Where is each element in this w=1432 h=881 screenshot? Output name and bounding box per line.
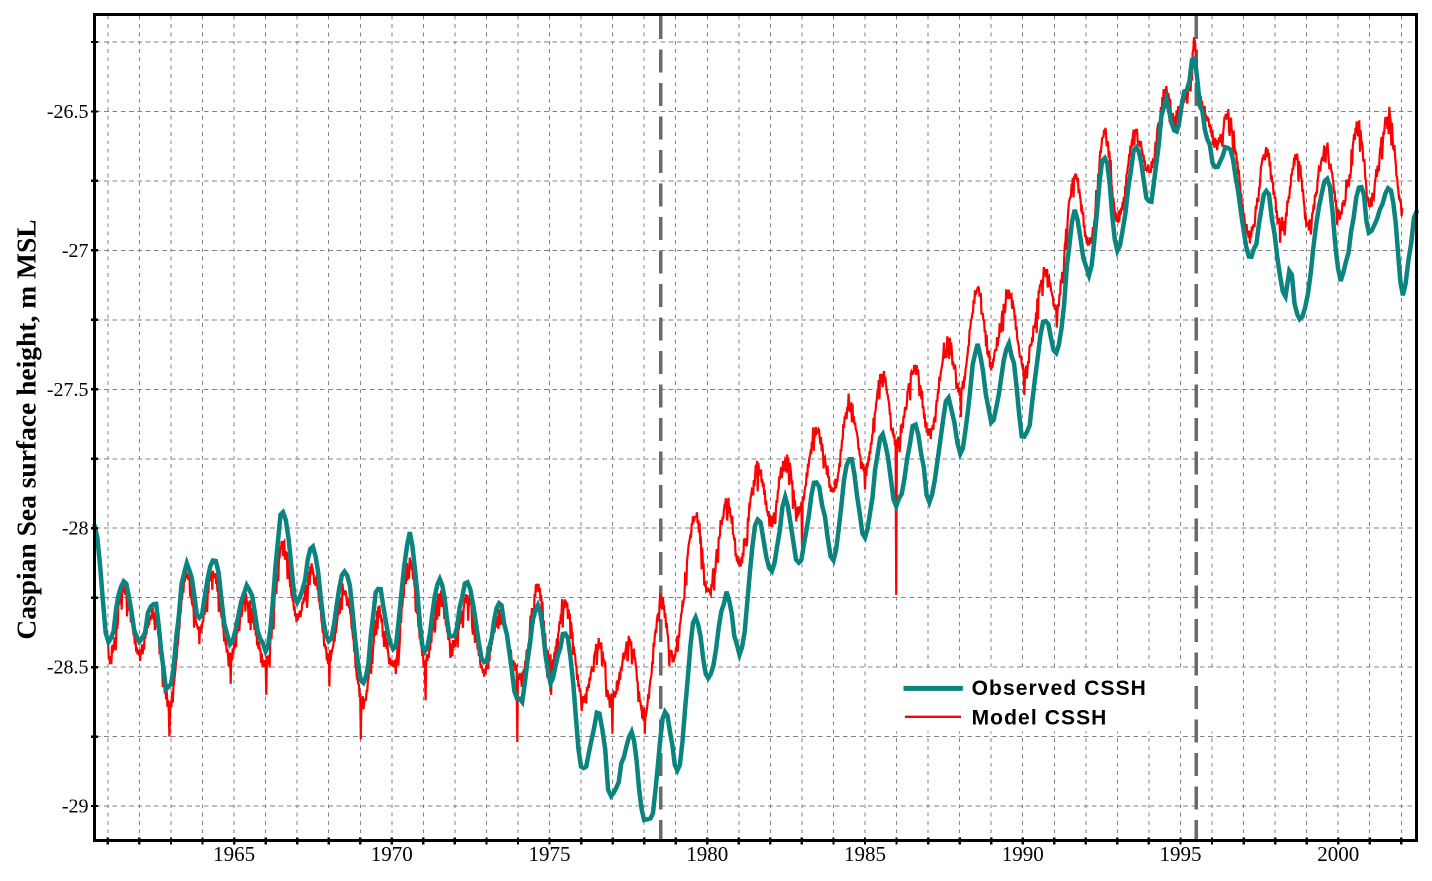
svg-text:1980: 1980 [686,842,728,866]
svg-text:-29: -29 [62,796,89,818]
svg-text:Model CSSH: Model CSSH [972,706,1108,729]
svg-text:1995: 1995 [1160,842,1202,866]
svg-text:-27: -27 [62,240,89,262]
svg-text:1975: 1975 [529,842,571,866]
svg-text:1990: 1990 [1002,842,1044,866]
svg-text:1985: 1985 [844,842,886,866]
svg-text:-28.5: -28.5 [47,657,89,679]
svg-text:-28: -28 [62,518,89,540]
svg-text:2000: 2000 [1317,842,1359,866]
svg-text:-26.5: -26.5 [47,101,89,123]
svg-text:-27.5: -27.5 [47,379,89,401]
svg-text:Caspian Sea surface height, m: Caspian Sea surface height, m MSL [11,219,42,639]
svg-text:1965: 1965 [213,842,255,866]
svg-text:Observed CSSH: Observed CSSH [972,677,1147,700]
svg-text:1970: 1970 [371,842,413,866]
